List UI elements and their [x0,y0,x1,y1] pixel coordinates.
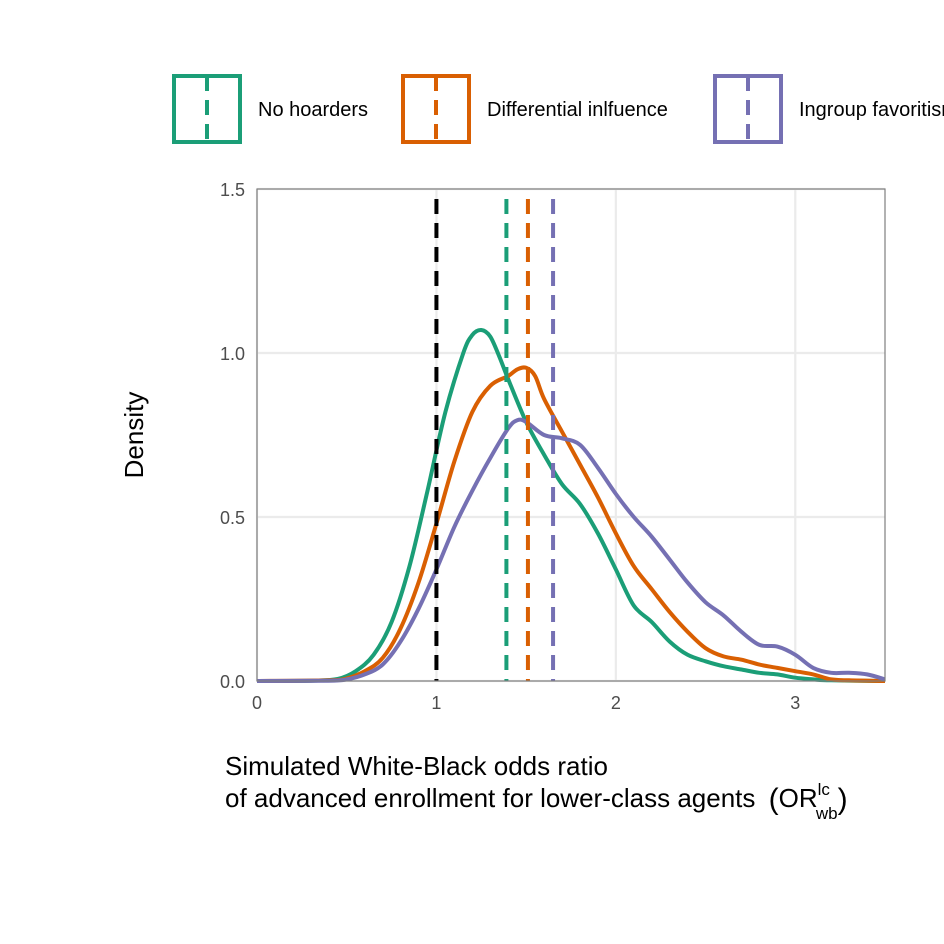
legend-label: No hoarders [258,99,368,121]
x-axis-paren-close: ) [838,783,848,816]
y-tick-label: 1.5 [220,180,245,200]
x-axis-title-line1: Simulated White-Black odds ratio [225,751,608,781]
legend-label: Ingroup favoritism [799,99,944,121]
panel-border [256,188,886,682]
density-curves [256,327,886,683]
legend-item-no-hoarders: No hoarders [172,74,368,144]
x-axis-paren-open: ( [769,783,779,816]
density-curve-no-hoarders [256,327,886,683]
x-tick-label: 0 [252,693,262,713]
y-tick-label: 0.0 [220,672,245,692]
x-axis-title-line2-text: of advanced enrollment for lower-class a… [225,783,755,813]
density-curve-differential-inlfuence [256,365,886,683]
y-axis-title: Density [119,392,149,479]
tick-labels: 0 1 2 3 0.0 0.5 1.0 1.5 [220,180,800,713]
density-curve-ingroup-favoritism [256,417,886,683]
x-axis-subscript: wb [815,804,838,823]
legend-item-differential-inlfuence: Differential inlfuence [401,74,668,144]
legend-item-ingroup-favoritism: Ingroup favoritism [713,74,944,144]
legend-label: Differential inlfuence [487,99,668,121]
x-tick-label: 2 [611,693,621,713]
y-tick-label: 1.0 [220,344,245,364]
legend: No hoarders Differential inlfuence Ingroup… [172,74,944,144]
mean-lines [434,199,556,681]
y-tick-label: 0.5 [220,508,245,528]
x-axis-superscript: lc [818,780,831,799]
x-axis-symbol: OR [779,783,818,813]
grid [255,187,885,683]
x-tick-label: 3 [790,693,800,713]
x-axis-title-line2: of advanced enrollment for lower-class a… [225,780,848,823]
x-tick-label: 1 [431,693,441,713]
